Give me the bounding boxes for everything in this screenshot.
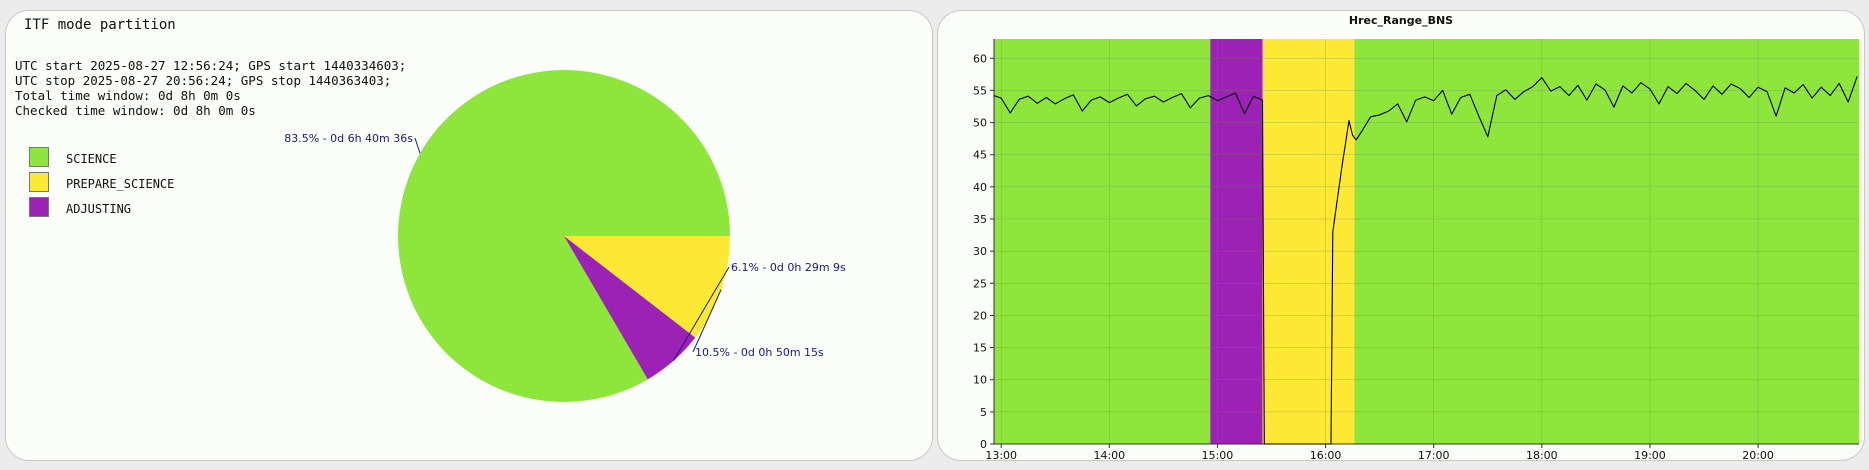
range-chart-panel: Hrec_Range_BNS 0 5 10 15 20 25 30 35 40 45 50 55 60 1… (937, 10, 1865, 461)
x-tick-label: 18:00 (1526, 449, 1558, 460)
pie-label-leader-line (673, 266, 730, 362)
legend-label-adjusting: ADJUSTING (66, 202, 132, 216)
y-tick-label: 35 (973, 213, 987, 226)
y-tick-label: 55 (973, 84, 987, 97)
y-tick-label: 60 (973, 52, 987, 65)
legend-label-science: SCIENCE (66, 152, 117, 166)
mode-band-science (1354, 39, 1859, 444)
y-tick-label: 10 (973, 374, 987, 387)
legend-swatch-prepare-science (29, 172, 49, 192)
legend-swatch-science (29, 147, 49, 167)
pie-slice-label: 6.1% - 0d 0h 29m 9s (731, 261, 846, 274)
x-tick-label: 14:00 (1093, 449, 1125, 460)
y-tick-label: 20 (973, 309, 987, 322)
pie-label-leader-line (692, 289, 722, 353)
checked-time-window-info: Checked time window: 0d 8h 0m 0s (15, 103, 256, 118)
mode-partition-panel: ITF mode partition UTC start 2025-08-27 … (5, 10, 933, 461)
y-tick-label: 15 (973, 342, 987, 355)
x-tick-label: 16:00 (1310, 449, 1342, 460)
legend-label-prepare-science: PREPARE_SCIENCE (66, 177, 175, 191)
pie-slice-science (397, 70, 730, 403)
line-chart-title: Hrec_Range_BNS (1349, 14, 1453, 27)
pie-slice-label: 10.5% - 0d 0h 50m 15s (695, 346, 824, 359)
x-tick-label: 20:00 (1742, 449, 1774, 460)
y-tick-label: 40 (973, 181, 987, 194)
total-time-window-info: Total time window: 0d 8h 0m 0s (15, 88, 241, 103)
mode-band-prepare-science (1262, 39, 1355, 444)
x-tick-label: 15:00 (1202, 449, 1234, 460)
pie-label-leader-line (414, 137, 421, 154)
pie-slice-label: 83.5% - 0d 6h 40m 36s (284, 132, 413, 145)
y-tick-label: 25 (973, 277, 987, 290)
utc-stop-info: UTC stop 2025-08-27 20:56:24; GPS stop 1… (15, 73, 392, 88)
y-tick-label: 0 (980, 438, 987, 451)
mode-band-science (994, 39, 1211, 444)
mode-band-adjusting (1210, 39, 1263, 444)
pie-slice-prepare-science (564, 236, 730, 338)
pie-chart: 83.5% - 0d 6h 40m 36s 10.5% - 0d 0h 50m 1… (284, 70, 846, 403)
y-tick-label: 30 (973, 245, 987, 258)
pie-chart-title: ITF mode partition (24, 17, 176, 33)
utc-start-info: UTC start 2025-08-27 12:56:24; GPS start… (15, 58, 407, 73)
range-line-chart: Hrec_Range_BNS 0 5 10 15 20 25 30 35 40 45 50 55 60 1… (973, 14, 1859, 460)
y-tick-label: 5 (980, 406, 987, 419)
pie-slice-adjusting (564, 236, 696, 380)
x-tick-label: 19:00 (1634, 449, 1666, 460)
x-tick-label: 13:00 (985, 449, 1017, 460)
legend-swatch-adjusting (29, 197, 49, 217)
range-series-line (993, 76, 1858, 445)
y-tick-label: 50 (973, 117, 987, 130)
y-tick-label: 45 (973, 149, 987, 162)
x-tick-label: 17:00 (1418, 449, 1450, 460)
